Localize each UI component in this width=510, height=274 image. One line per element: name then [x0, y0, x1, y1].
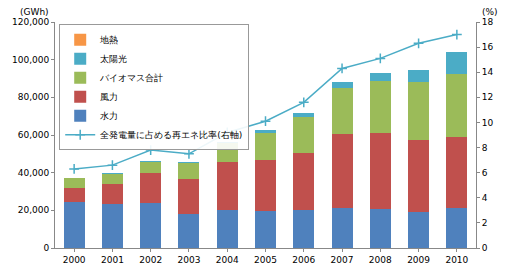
- svg-text:120,000: 120,000: [12, 17, 49, 27]
- svg-text:14: 14: [482, 67, 494, 77]
- svg-text:(GWh): (GWh): [20, 7, 49, 17]
- svg-text:2008: 2008: [369, 255, 392, 265]
- svg-text:2007: 2007: [331, 255, 354, 265]
- svg-text:水力: 水力: [100, 111, 118, 121]
- svg-text:(%): (%): [482, 7, 498, 17]
- svg-text:風力: 風力: [100, 92, 118, 102]
- svg-text:2002: 2002: [139, 255, 162, 265]
- svg-text:0: 0: [43, 243, 49, 253]
- svg-text:4: 4: [482, 193, 488, 203]
- svg-text:80,000: 80,000: [18, 92, 50, 102]
- svg-text:8: 8: [482, 143, 488, 153]
- svg-text:2003: 2003: [177, 255, 200, 265]
- svg-text:2004: 2004: [216, 255, 239, 265]
- svg-text:2: 2: [482, 218, 488, 228]
- svg-text:全発電量に占める再エネ比率(右軸): 全発電量に占める再エネ比率(右軸): [100, 130, 242, 140]
- svg-text:10: 10: [482, 118, 494, 128]
- svg-text:6: 6: [482, 168, 488, 178]
- svg-text:太陽光: 太陽光: [100, 54, 127, 64]
- svg-text:18: 18: [482, 17, 494, 27]
- svg-text:0: 0: [482, 243, 488, 253]
- svg-text:2006: 2006: [292, 255, 315, 265]
- svg-text:40,000: 40,000: [18, 168, 50, 178]
- svg-text:20,000: 20,000: [18, 205, 50, 215]
- svg-text:12: 12: [482, 92, 493, 102]
- svg-text:60,000: 60,000: [18, 130, 50, 140]
- svg-text:バイオマス合計: バイオマス合計: [99, 73, 163, 83]
- svg-text:2009: 2009: [407, 255, 430, 265]
- svg-text:2000: 2000: [63, 255, 86, 265]
- svg-text:100,000: 100,000: [12, 55, 49, 65]
- svg-text:地熱: 地熱: [99, 35, 118, 45]
- svg-text:2001: 2001: [101, 255, 124, 265]
- svg-text:16: 16: [482, 42, 494, 52]
- svg-text:2005: 2005: [254, 255, 277, 265]
- svg-text:2010: 2010: [445, 255, 468, 265]
